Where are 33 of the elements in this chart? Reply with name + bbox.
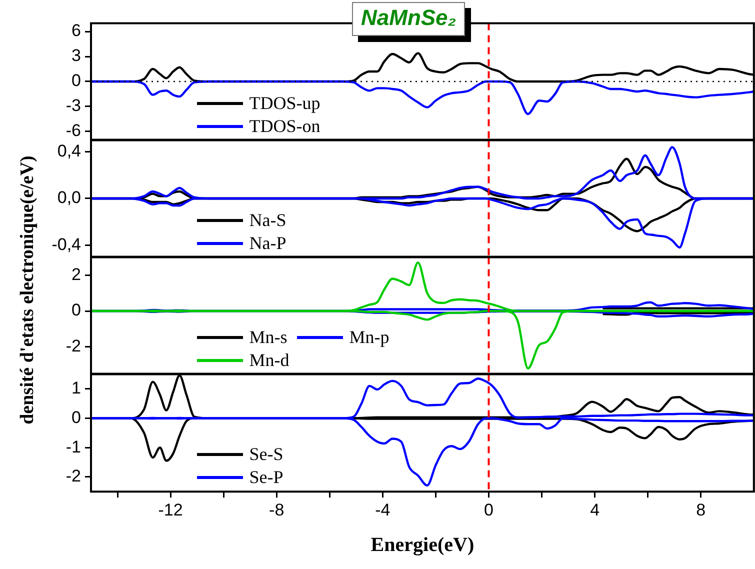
x-tick-label: -4 (375, 500, 390, 520)
legend-label: Se-P (249, 467, 284, 488)
x-tick-label: 0 (484, 500, 494, 520)
y-tick-label: 0 (72, 300, 81, 320)
legend-label: Mn-p (349, 327, 390, 348)
legend-label: Se-S (249, 444, 284, 465)
y-tick-label: -2 (66, 466, 81, 486)
x-tick-label: 4 (590, 500, 600, 520)
y-tick-label: 3 (72, 46, 81, 66)
chart-title: NaMnSe₂ (352, 2, 466, 36)
y-tick-label: 0,4 (57, 141, 81, 160)
y-tick-label: 0,0 (57, 188, 81, 207)
legend-label: Mn-d (249, 350, 290, 371)
legend-label: Na-S (249, 210, 286, 231)
y-tick-label: 0 (72, 71, 81, 90)
x-axis-title: Energie(eV) (370, 534, 474, 556)
y-tick-label: 2 (72, 264, 81, 284)
y-tick-label: 1 (72, 378, 81, 398)
legend-label: Mn-s (249, 327, 288, 348)
y-tick-label: -2 (66, 336, 81, 356)
x-tick-label: 8 (696, 500, 706, 520)
y-axis-title: densité d'etats electronique(e/eV) (17, 156, 39, 424)
y-tick-label: -3 (66, 96, 81, 115)
y-tick-label: -0,4 (52, 234, 81, 254)
x-tick-label: -8 (269, 500, 284, 520)
legend-label: TDOS-up (249, 93, 320, 114)
legend-label: Na-P (249, 233, 286, 254)
legend-label: TDOS-on (249, 116, 320, 137)
y-tick-label: 0 (72, 408, 81, 427)
y-tick-label: 6 (72, 21, 81, 40)
y-tick-label: -1 (66, 437, 81, 456)
x-tick-label: -12 (158, 500, 183, 520)
y-tick-label: -6 (66, 120, 81, 140)
